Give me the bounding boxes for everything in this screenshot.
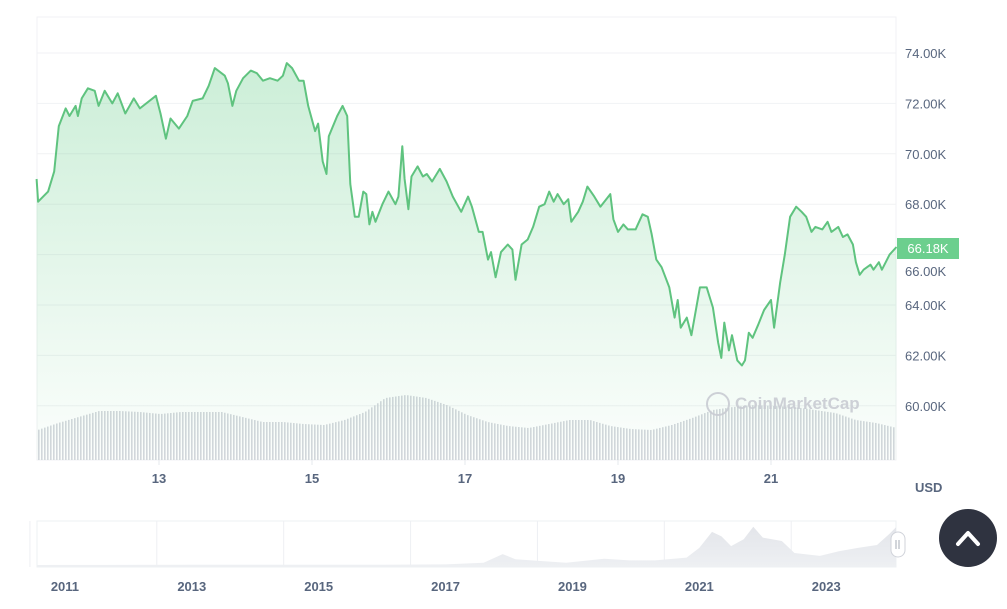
y-tick-label: 64.00K: [905, 298, 947, 313]
watermark-text: CoinMarketCap: [735, 394, 860, 413]
scroll-to-top-button[interactable]: [939, 509, 997, 567]
navigator-x-axis: 2011 2013 2015 2017 2019 2021 2023: [51, 579, 841, 594]
navigator-tick-label: 2015: [304, 579, 333, 594]
navigator-tick-label: 2011: [51, 579, 79, 594]
navigator-tick-label: 2019: [558, 579, 587, 594]
navigator-area: [37, 526, 896, 567]
navigator-handle[interactable]: [890, 531, 906, 558]
x-tick-label: 21: [764, 471, 778, 486]
y-tick-label: 68.00K: [905, 197, 947, 212]
x-tick-label: 13: [152, 471, 166, 486]
y-tick-label: 72.00K: [905, 96, 947, 111]
y-tick-label: 66.00K: [905, 264, 947, 279]
y-tick-label: 74.00K: [905, 46, 947, 61]
navigator-tick-label: 2023: [812, 579, 841, 594]
coinmarketcap-logo-icon: [706, 392, 730, 416]
y-tick-label: 70.00K: [905, 147, 947, 162]
x-axis: 13 15 17 19 21: [152, 460, 778, 486]
navigator-tick-label: 2013: [177, 579, 206, 594]
price-line: [35, 62, 898, 367]
current-price-label: 66.18K: [897, 238, 959, 259]
y-tick-label: 62.00K: [905, 348, 947, 363]
price-area: [36, 63, 897, 460]
x-tick-label: 15: [305, 471, 319, 486]
navigator-tick-label: 2021: [685, 579, 714, 594]
x-tick-label: 19: [611, 471, 625, 486]
chevron-up-icon: [956, 531, 980, 546]
y-axis: 74.00K 72.00K 70.00K 68.00K 66.00K 64.00K 62.0…: [905, 46, 947, 414]
currency-label: USD: [915, 480, 943, 495]
y-tick-label: 60.00K: [905, 399, 947, 414]
watermark: CoinMarketCap: [706, 392, 860, 416]
x-tick-label: 17: [458, 471, 472, 486]
navigator-tick-label: 2017: [431, 579, 460, 594]
